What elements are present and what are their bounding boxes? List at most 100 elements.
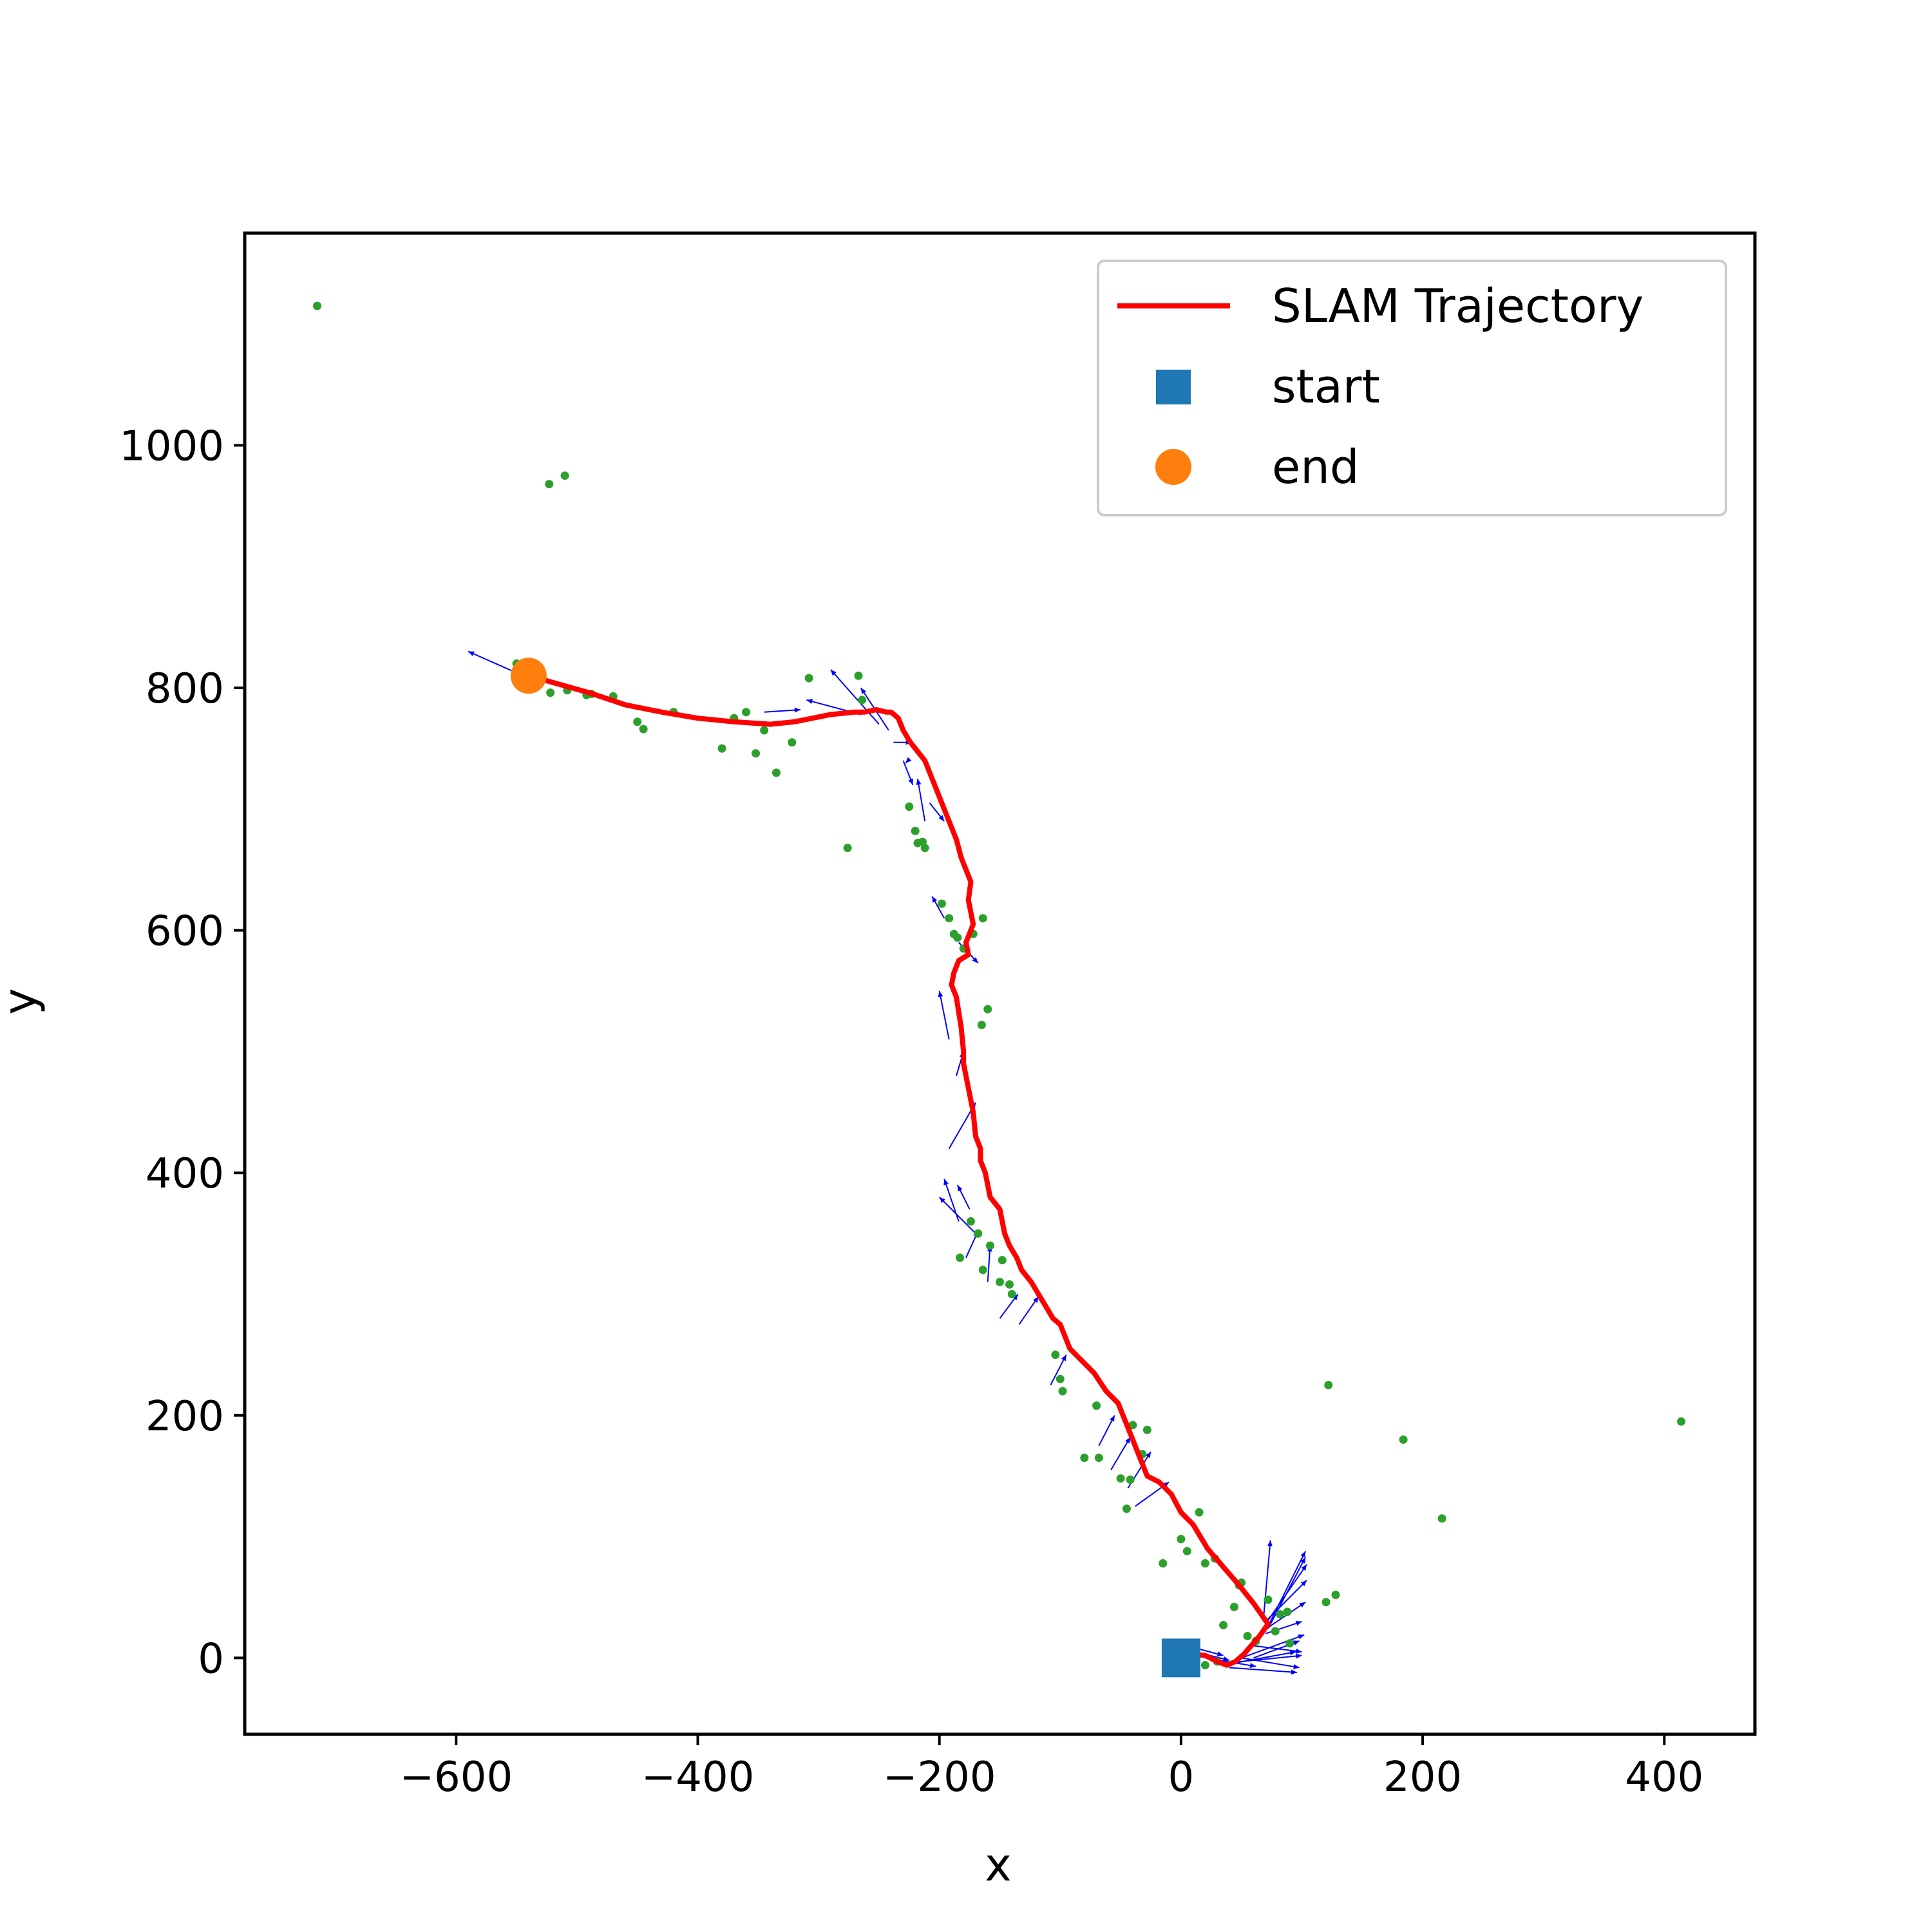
landmark-point (983, 1005, 992, 1014)
landmark-point (1094, 1454, 1103, 1463)
vector-head (905, 757, 912, 763)
vector-head (1110, 1415, 1115, 1422)
landmark-point (920, 844, 929, 853)
legend-entry: SLAM Trajectory (1117, 279, 1643, 333)
vector-head (943, 1179, 949, 1186)
vector-shaft (1110, 1437, 1131, 1471)
vector-head (1061, 1354, 1066, 1361)
landmark-point (1243, 1631, 1252, 1640)
legend-label: start (1272, 359, 1380, 413)
landmark-point (1195, 1508, 1204, 1517)
legend: SLAM Trajectory start end (1097, 260, 1727, 516)
y-tick-label: 600 (146, 908, 224, 956)
landmark-point (1264, 1595, 1273, 1604)
legend-label: end (1272, 440, 1359, 494)
vector-head (1012, 1294, 1018, 1301)
legend-box (1097, 260, 1727, 516)
y-tick-label: 0 (198, 1635, 224, 1683)
vector-head (1267, 1540, 1273, 1547)
landmark-point (1092, 1401, 1101, 1410)
landmark-point (978, 1265, 987, 1274)
landmark-point (911, 826, 920, 835)
vector-head (1145, 1452, 1151, 1459)
landmark-point (313, 301, 322, 310)
landmark-point (772, 768, 781, 777)
direction-vector (1241, 1634, 1305, 1659)
vector-head (806, 699, 813, 705)
y-tick-label: 400 (146, 1150, 224, 1198)
vector-head (1298, 1634, 1305, 1640)
vector-head (1295, 1620, 1302, 1626)
landmark-point (843, 844, 852, 853)
landmark-point (804, 674, 813, 683)
x-axis-label: x (985, 1839, 1011, 1891)
landmark-point (905, 802, 914, 811)
vector-shaft (938, 990, 950, 1040)
landmark-point (945, 914, 954, 923)
landmark-point (639, 724, 648, 734)
landmark-point (966, 1217, 975, 1226)
legend-entry: end (1155, 440, 1359, 494)
landmark-point (1276, 1610, 1285, 1619)
vector-shaft (916, 779, 926, 822)
landmark-point (1321, 1598, 1331, 1607)
landmark-point (1116, 1474, 1125, 1483)
x-tick-label: −600 (399, 1754, 513, 1801)
landmark-point (1399, 1435, 1408, 1444)
plot-frame (243, 231, 1757, 1736)
landmark-point (1437, 1514, 1446, 1523)
direction-vector (1265, 1551, 1307, 1632)
landmark-point (545, 480, 554, 489)
landmark-point (1005, 1280, 1014, 1289)
vector-head (932, 896, 938, 903)
landmark-point (1677, 1417, 1686, 1426)
landmark-point (956, 1253, 965, 1262)
direction-vector (764, 707, 801, 713)
landmark-point (1229, 1602, 1238, 1611)
vector-shaft (1229, 1667, 1298, 1673)
vector-head (1296, 1648, 1302, 1654)
direction-vector (999, 1293, 1019, 1319)
plot-inner (313, 301, 1686, 1678)
vector-shaft (830, 669, 880, 725)
vector-shaft (1265, 1551, 1307, 1632)
landmark-point (1122, 1504, 1131, 1513)
x-tick-label: −200 (883, 1754, 996, 1801)
vector-shaft (938, 1197, 976, 1235)
y-tick-label: 800 (146, 665, 224, 713)
landmark-point (752, 749, 761, 758)
axes: −600 −400 −200 0 200 400 0 200 400 600 800 1000 (119, 231, 1757, 1801)
vector-shaft (987, 1245, 991, 1282)
vector-head (1293, 1664, 1300, 1669)
landmark-point (854, 671, 863, 680)
vector-head (1033, 1296, 1039, 1303)
direction-vector (938, 1197, 976, 1235)
legend-swatch-end (1155, 449, 1191, 485)
legend-label: SLAM Trajectory (1272, 279, 1643, 333)
vector-head (938, 815, 945, 822)
x-tick-label: −400 (641, 1754, 755, 1801)
direction-vector (1262, 1540, 1273, 1622)
vector-head (1296, 1653, 1302, 1659)
landmark-point (560, 471, 569, 480)
direction-vector (1110, 1437, 1131, 1471)
start-marker (1161, 1638, 1200, 1678)
landmark-point (1007, 1290, 1016, 1299)
direction-vector (929, 802, 945, 822)
vector-head (1125, 1437, 1131, 1444)
vector-head (860, 688, 867, 694)
landmark-point (1200, 1661, 1209, 1670)
landmark-point (1080, 1454, 1089, 1463)
direction-vector (1050, 1354, 1067, 1386)
landmark-point (1056, 1374, 1065, 1383)
direction-vector (905, 757, 912, 764)
vector-head (1291, 1669, 1297, 1675)
vector-head (1162, 1482, 1170, 1488)
landmark-point (1058, 1387, 1067, 1396)
landmark-point (974, 1229, 983, 1238)
direction-vector (1229, 1667, 1298, 1675)
vector-head (468, 651, 475, 656)
direction-vector (938, 990, 950, 1040)
landmark-point (1200, 1559, 1209, 1568)
